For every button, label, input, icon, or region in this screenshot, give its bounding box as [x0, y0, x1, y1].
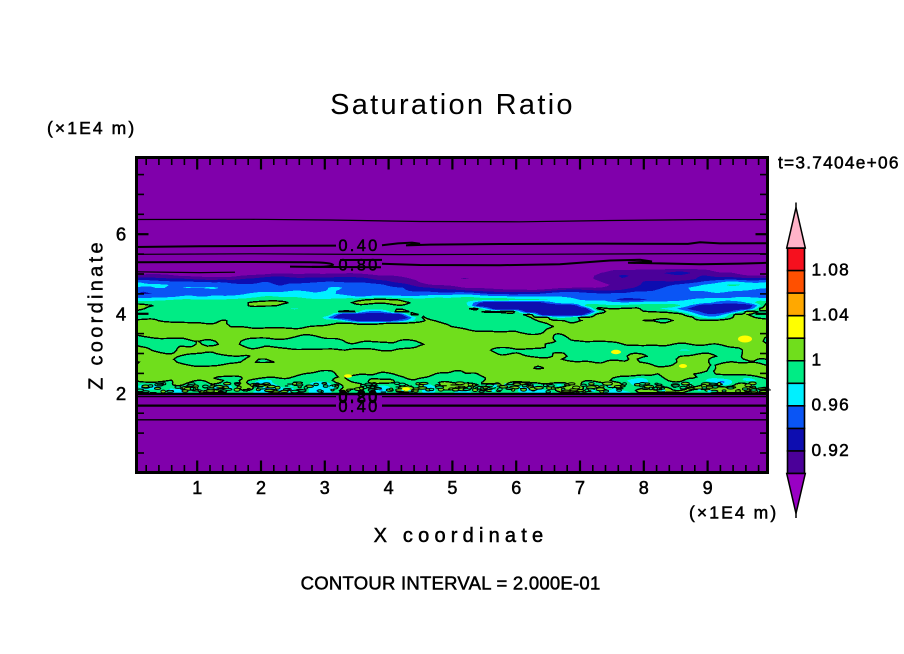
- svg-text:2: 2: [256, 478, 266, 498]
- svg-text:1: 1: [192, 478, 202, 498]
- svg-text:0.80: 0.80: [338, 389, 379, 407]
- svg-text:Saturation Ratio: Saturation Ratio: [330, 89, 575, 121]
- svg-text:Z coordinate: Z coordinate: [86, 239, 108, 390]
- svg-text:6: 6: [116, 224, 126, 245]
- svg-text:9: 9: [703, 478, 713, 498]
- svg-text:6: 6: [511, 478, 521, 498]
- svg-text:4: 4: [384, 478, 394, 498]
- svg-text:1.04: 1.04: [812, 304, 850, 324]
- svg-text:7: 7: [575, 478, 585, 498]
- svg-text:X coordinate: X coordinate: [374, 525, 549, 547]
- svg-text:(×1E4 m): (×1E4 m): [47, 118, 136, 138]
- svg-text:5: 5: [447, 478, 457, 498]
- svg-text:1.08: 1.08: [812, 259, 850, 279]
- svg-text:1: 1: [812, 350, 823, 370]
- svg-text:0.92: 0.92: [812, 440, 850, 460]
- svg-text:2: 2: [116, 383, 126, 404]
- svg-text:8: 8: [639, 478, 649, 498]
- svg-text:CONTOUR INTERVAL = 2.000E-01: CONTOUR INTERVAL = 2.000E-01: [301, 572, 601, 593]
- svg-text:4: 4: [116, 303, 126, 324]
- svg-text:0.40: 0.40: [338, 237, 379, 255]
- svg-text:0.80: 0.80: [338, 256, 379, 274]
- svg-text:(×1E4 m): (×1E4 m): [689, 503, 778, 523]
- svg-text:3: 3: [320, 478, 330, 498]
- svg-text:0.20: 0.20: [338, 388, 379, 406]
- svg-text:0.96: 0.96: [812, 395, 850, 415]
- svg-text:0.40: 0.40: [338, 398, 379, 416]
- svg-text:t=3.7404e+06: t=3.7404e+06: [778, 153, 900, 173]
